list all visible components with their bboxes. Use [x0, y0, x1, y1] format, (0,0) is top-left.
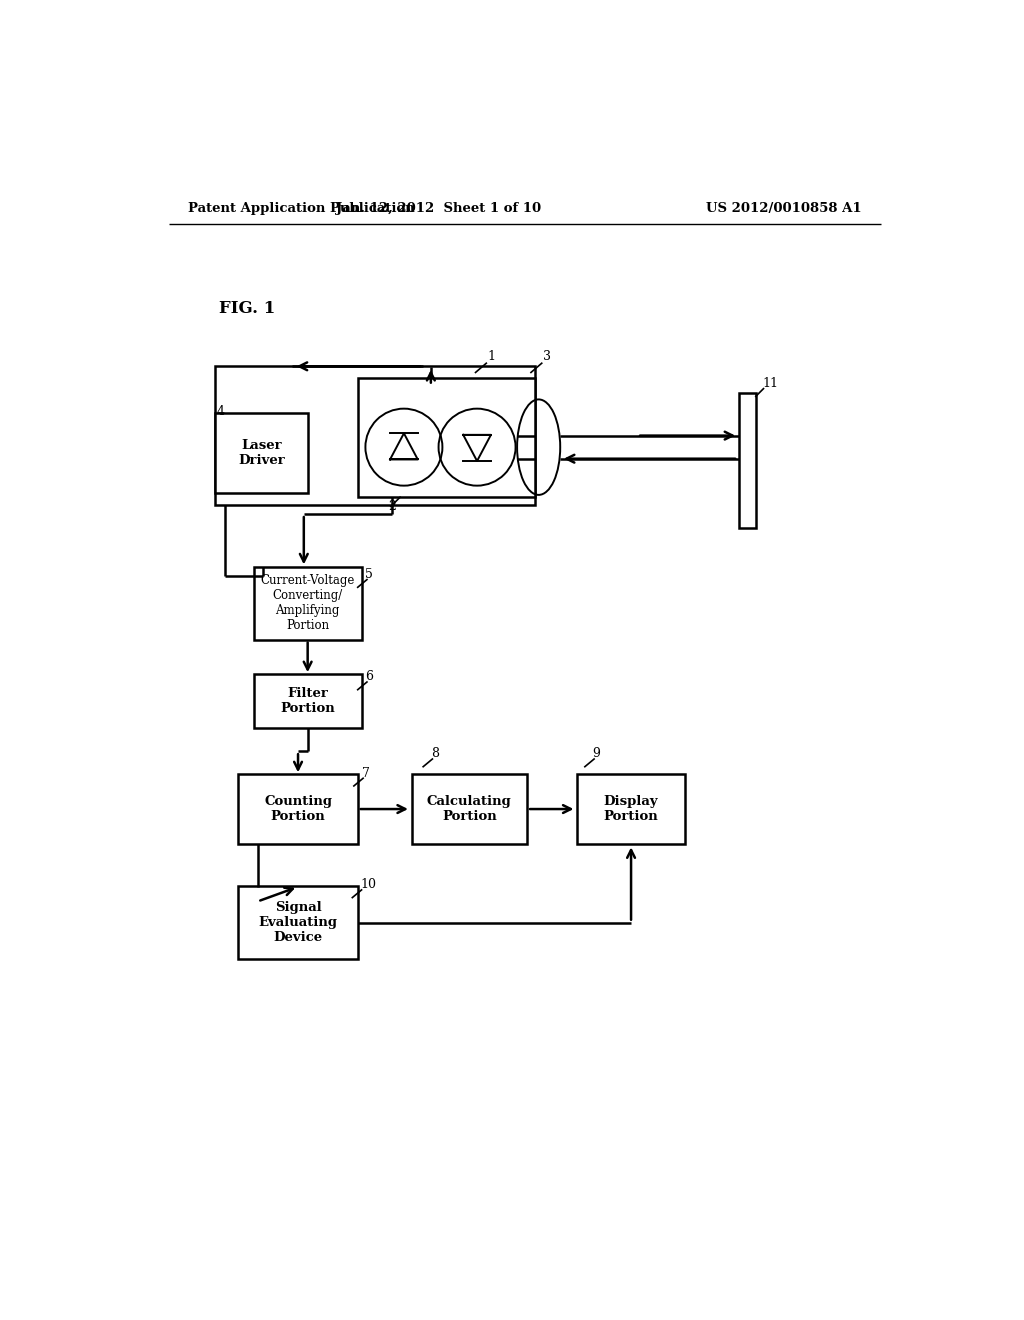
- Text: US 2012/0010858 A1: US 2012/0010858 A1: [707, 202, 862, 215]
- Text: 5: 5: [366, 568, 374, 581]
- Text: 7: 7: [361, 767, 370, 780]
- Text: Filter
Portion: Filter Portion: [281, 688, 335, 715]
- Text: 6: 6: [366, 671, 374, 684]
- Text: Counting
Portion: Counting Portion: [264, 795, 332, 824]
- Bar: [578, 775, 685, 843]
- Bar: [254, 566, 361, 640]
- Text: Laser
Driver: Laser Driver: [239, 440, 285, 467]
- Bar: [215, 412, 307, 494]
- Bar: [239, 886, 357, 960]
- Bar: [739, 393, 756, 528]
- Text: 4: 4: [217, 405, 225, 418]
- Text: 8: 8: [431, 747, 439, 760]
- Text: Current-Voltage
Converting/
Amplifying
Portion: Current-Voltage Converting/ Amplifying P…: [260, 574, 355, 632]
- Text: 11: 11: [762, 378, 778, 391]
- Text: Calculating
Portion: Calculating Portion: [427, 795, 512, 824]
- Text: 2: 2: [388, 499, 395, 512]
- Bar: [239, 775, 357, 843]
- Text: 1: 1: [487, 350, 496, 363]
- Text: Display
Portion: Display Portion: [604, 795, 658, 824]
- Text: FIG. 1: FIG. 1: [219, 300, 275, 317]
- Text: 10: 10: [360, 878, 376, 891]
- Text: Jan. 12, 2012  Sheet 1 of 10: Jan. 12, 2012 Sheet 1 of 10: [336, 202, 541, 215]
- Bar: [412, 775, 527, 843]
- Text: Patent Application Publication: Patent Application Publication: [188, 202, 415, 215]
- Bar: [254, 675, 361, 729]
- Bar: [357, 378, 535, 498]
- Text: Signal
Evaluating
Device: Signal Evaluating Device: [258, 902, 338, 944]
- Text: 9: 9: [593, 747, 600, 760]
- Bar: [215, 367, 535, 506]
- Text: 3: 3: [544, 350, 551, 363]
